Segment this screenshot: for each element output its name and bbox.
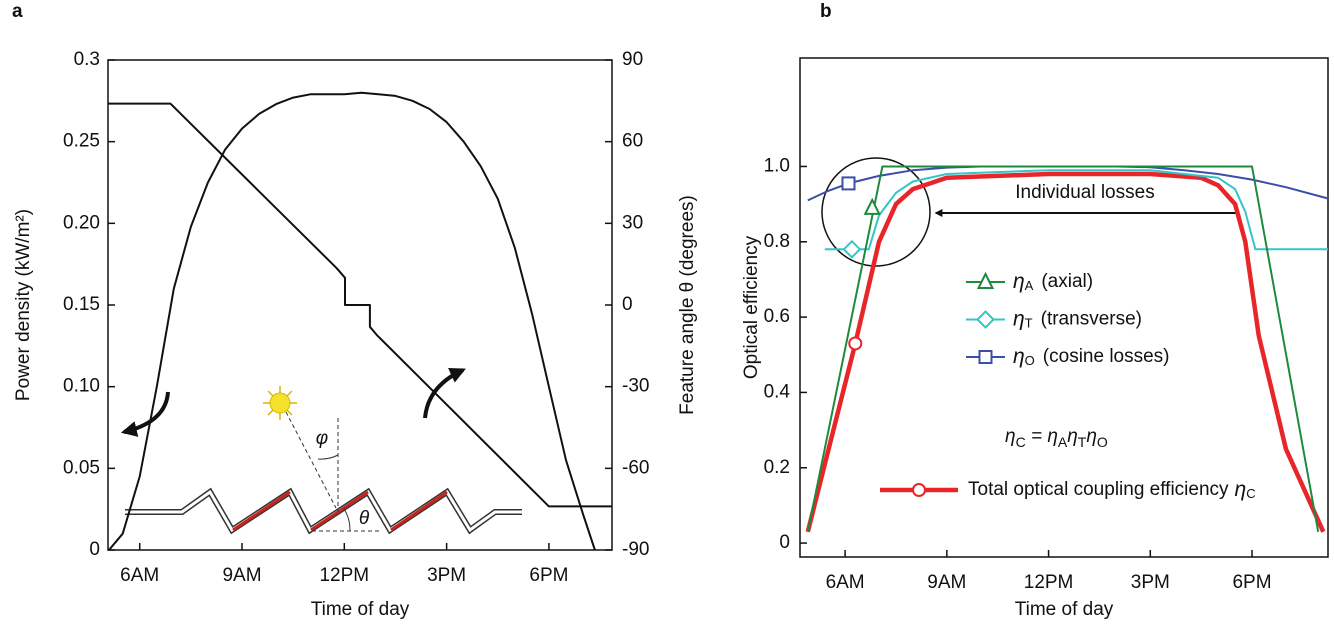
x-tick-label: 6PM (529, 565, 568, 586)
x-tick-label: 9AM (927, 572, 966, 593)
y2-tick-label: 90 (622, 49, 643, 70)
marker (978, 350, 993, 364)
y-axis-label: Power density (kW/m²) (13, 209, 34, 401)
x-tick-label: 6AM (120, 565, 159, 586)
equation-sub: A (1058, 434, 1068, 450)
legend-label: ηT (transverse) (1013, 307, 1142, 331)
legend-subscript: C (1246, 486, 1255, 501)
x-axis-label: Time of day (1015, 599, 1114, 620)
equation-part: = η (1026, 426, 1058, 447)
marker (976, 271, 995, 289)
y-tick-label: 0.2 (764, 457, 790, 478)
plot-frame (799, 57, 1329, 558)
series-line (805, 171, 1326, 533)
legend-name: (axial) (1041, 271, 1093, 292)
legend-symbol: η (1013, 345, 1025, 368)
y-tick-label: 0.25 (63, 131, 100, 152)
y2-tick-label: 30 (622, 212, 643, 233)
phi-label: φ (316, 428, 328, 449)
y-tick-label: 0 (89, 539, 100, 560)
legend-symbol: η (1013, 307, 1025, 330)
legend-subscript: O (1025, 353, 1035, 368)
x-tick-label: 3PM (1131, 572, 1170, 593)
marker (912, 483, 926, 497)
series-line (108, 91, 596, 551)
x-tick-label: 9AM (222, 565, 261, 586)
y-axis-label: Optical efficiency (741, 235, 762, 379)
equation-sub: T (1078, 434, 1087, 450)
x-tick-label: 6AM (826, 572, 865, 593)
legend-label: Total optical coupling efficiency ηC (968, 478, 1256, 502)
legend-symbol: η (1235, 478, 1247, 501)
legend-name: Total optical coupling efficiency (968, 479, 1229, 500)
legend-name: (transverse) (1041, 309, 1142, 330)
y2-tick-label: 60 (622, 131, 643, 152)
legend-symbol: η (1013, 270, 1025, 293)
legend-subscript: A (1025, 278, 1034, 293)
equation-sub: O (1097, 434, 1108, 450)
legend-label: ηO (cosine losses) (1013, 345, 1170, 369)
y-tick-label: 0.05 (63, 457, 100, 478)
y-tick-label: 0.6 (764, 306, 790, 327)
x-tick-label: 12PM (319, 565, 369, 586)
y-tick-label: 0.4 (764, 381, 791, 402)
marker (976, 310, 995, 329)
equation: ηC = ηAηTηO (1005, 426, 1108, 450)
legend-name: (cosine losses) (1043, 346, 1170, 367)
y2-tick-label: -30 (622, 376, 649, 397)
annotation: Individual losses (1015, 182, 1154, 203)
y2-tick-label: -60 (622, 457, 649, 478)
legend-subscript: T (1025, 316, 1033, 331)
theta-label: θ (359, 508, 370, 529)
y-tick-label: 0.15 (63, 294, 100, 315)
series-line (824, 169, 1328, 251)
y-tick-label: 0 (779, 532, 790, 553)
equation-part: η (1005, 426, 1016, 447)
x-tick-label: 3PM (427, 565, 466, 586)
x-tick-label: 6PM (1232, 572, 1271, 593)
x-tick-label: 12PM (1024, 572, 1074, 593)
y-tick-label: 0.3 (74, 49, 100, 70)
series-line (108, 102, 612, 508)
y2-tick-label: 0 (622, 294, 633, 315)
marker (842, 239, 862, 259)
equation-part: η (1086, 426, 1097, 447)
y2-axis-label: Feature angle θ (degrees) (677, 195, 698, 415)
series-line (806, 165, 1320, 533)
equation-sub: C (1016, 434, 1026, 450)
equation-part: η (1067, 426, 1078, 447)
diagram: φ θ (120, 157, 1238, 535)
legend-label: ηA (axial) (1013, 270, 1093, 294)
panel-label: a (12, 1, 23, 22)
marker (863, 197, 881, 215)
y-tick-label: 0.8 (764, 231, 790, 252)
y-tick-label: 1.0 (764, 155, 790, 176)
marker (848, 336, 863, 351)
y-tick-label: 0.10 (63, 376, 100, 397)
panel-label: b (820, 1, 832, 22)
y-tick-label: 0.20 (63, 212, 100, 233)
x-axis-label: Time of day (311, 599, 410, 620)
y2-tick-label: -90 (622, 539, 649, 560)
marker (841, 176, 856, 191)
